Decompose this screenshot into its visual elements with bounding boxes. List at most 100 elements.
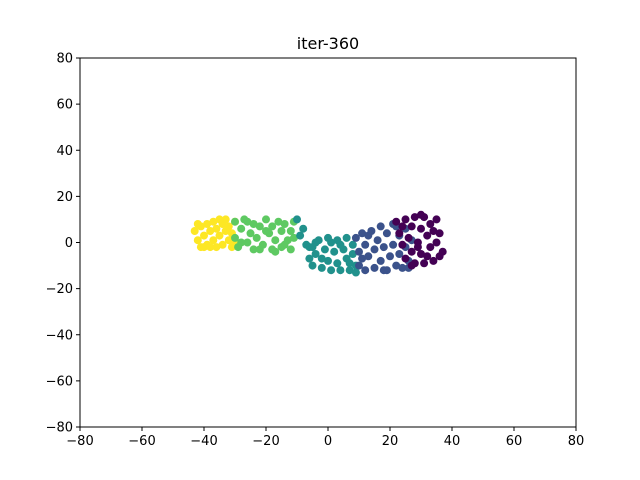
scatter-point <box>255 222 264 231</box>
scatter-point <box>317 263 326 272</box>
scatter-point <box>336 266 345 275</box>
scatter-point <box>231 233 239 242</box>
scatter-point <box>423 231 432 240</box>
scatter-point <box>209 236 218 245</box>
scatter-point <box>193 236 202 245</box>
scatter-point <box>190 227 199 235</box>
scatter-point <box>407 247 416 256</box>
scatter-point <box>351 233 360 242</box>
scatter-point <box>327 266 336 275</box>
scatter-point <box>398 240 407 249</box>
scatter-point <box>438 247 447 256</box>
y-tick-label: −60 <box>46 374 73 389</box>
scatter-point <box>432 238 441 247</box>
scatter-point <box>224 236 233 245</box>
scatter-point <box>314 236 323 245</box>
scatter-point <box>420 259 429 268</box>
scatter-point <box>231 217 239 226</box>
scatter-point <box>395 229 404 238</box>
scatter-point <box>324 256 332 265</box>
scatter-point <box>355 261 363 270</box>
y-tick-label: −20 <box>46 282 73 297</box>
scatter-point <box>358 254 367 263</box>
scatter-point <box>293 215 301 224</box>
scatter-point <box>308 261 317 270</box>
scatter-point <box>252 233 261 242</box>
scatter-point <box>255 245 264 254</box>
scatter-point <box>311 250 320 258</box>
scatter-point <box>215 231 224 240</box>
points-layer <box>190 210 447 277</box>
scatter-point <box>423 252 432 261</box>
scatter-point <box>308 243 317 252</box>
y-axis: −80 −60 −40 −20 0 20 40 60 80 <box>46 52 80 436</box>
scatter-point <box>249 220 258 228</box>
scatter-point <box>193 220 202 228</box>
scatter-point <box>410 213 419 222</box>
scatter-point <box>373 236 382 245</box>
scatter-point <box>401 254 410 263</box>
scatter-point <box>305 254 314 263</box>
scatter-point <box>317 254 326 263</box>
x-axis: −80 −60 −40 −20 0 20 40 60 80 <box>66 427 584 449</box>
scatter-point <box>348 250 357 258</box>
y-tick-label: −40 <box>46 328 73 343</box>
scatter-point <box>417 250 425 258</box>
chart-title: iter-360 <box>297 34 359 53</box>
scatter-point <box>429 256 438 265</box>
scatter-point <box>417 210 425 219</box>
scatter-point <box>271 236 280 245</box>
scatter-point <box>407 222 416 231</box>
scatter-point <box>370 263 379 272</box>
y-tick-label: 60 <box>56 98 73 113</box>
scatter-point <box>413 243 422 252</box>
scatter-point <box>203 220 212 228</box>
scatter-point <box>389 240 398 249</box>
scatter-point <box>286 245 295 254</box>
scatter-point <box>218 240 227 249</box>
scatter-point <box>426 243 435 252</box>
scatter-point <box>209 217 218 226</box>
x-tick-label: −80 <box>66 434 93 449</box>
scatter-point <box>212 243 221 252</box>
scatter-point <box>274 217 283 226</box>
scatter-point <box>395 250 404 258</box>
scatter-point <box>212 224 221 233</box>
scatter-point <box>398 222 407 231</box>
x-tick-label: 80 <box>568 434 585 449</box>
scatter-point <box>280 220 289 228</box>
scatter-point <box>407 261 416 270</box>
scatter-point <box>200 231 208 240</box>
scatter-point <box>429 227 438 235</box>
scatter-point <box>382 229 391 238</box>
scatter-point <box>296 231 305 240</box>
scatter-point <box>345 259 354 268</box>
y-tick-label: 0 <box>65 236 73 251</box>
scatter-point <box>379 243 388 252</box>
scatter-point <box>435 229 444 238</box>
scatter-point <box>432 215 441 224</box>
scatter-point <box>215 215 224 224</box>
scatter-point <box>268 222 277 231</box>
scatter-point <box>417 224 425 233</box>
x-tick-label: −20 <box>252 434 279 449</box>
scatter-point <box>237 238 246 247</box>
scatter-point <box>426 220 435 228</box>
scatter-point <box>206 243 215 252</box>
scatter-point <box>336 240 345 249</box>
scatter-point <box>404 233 413 242</box>
y-tick-label: 40 <box>56 144 73 159</box>
x-tick-label: 20 <box>382 434 399 449</box>
x-tick-label: 60 <box>506 434 523 449</box>
scatter-point <box>262 227 270 235</box>
scatter-point <box>327 238 336 247</box>
scatter-point <box>200 243 208 252</box>
scatter-point <box>376 256 385 265</box>
scatter-point <box>280 240 289 249</box>
scatter-point <box>289 233 298 242</box>
scatter-point <box>361 240 370 249</box>
x-tick-label: −40 <box>190 434 217 449</box>
y-tick-label: −80 <box>46 421 73 436</box>
scatter-point <box>330 247 339 256</box>
